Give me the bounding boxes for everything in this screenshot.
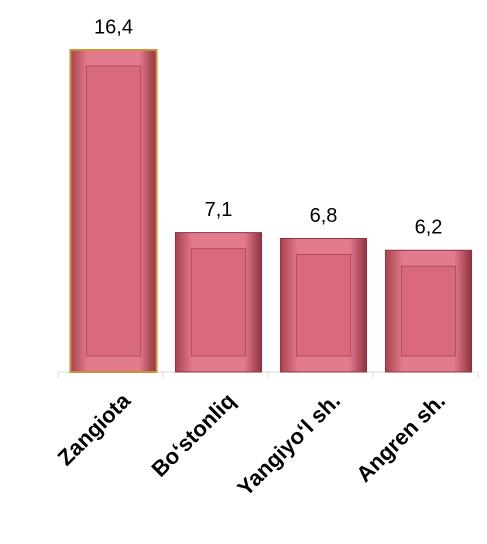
bar-bevel bbox=[295, 253, 352, 357]
value-label: 6,2 bbox=[415, 217, 443, 239]
value-label: 16,4 bbox=[94, 16, 133, 38]
bar-bevel bbox=[190, 248, 247, 357]
value-label: 7,1 bbox=[205, 199, 233, 221]
x-tick-label: Bo‘stonliq bbox=[146, 388, 240, 482]
x-tick-label: Yangiyo‘l sh. bbox=[232, 388, 345, 501]
x-tick-label: Angren sh. bbox=[351, 388, 450, 487]
x-tick-label: Zangiota bbox=[53, 387, 136, 470]
bar-bevel bbox=[85, 65, 142, 357]
value-label: 6,8 bbox=[310, 205, 338, 227]
bar-bevel bbox=[400, 265, 457, 357]
